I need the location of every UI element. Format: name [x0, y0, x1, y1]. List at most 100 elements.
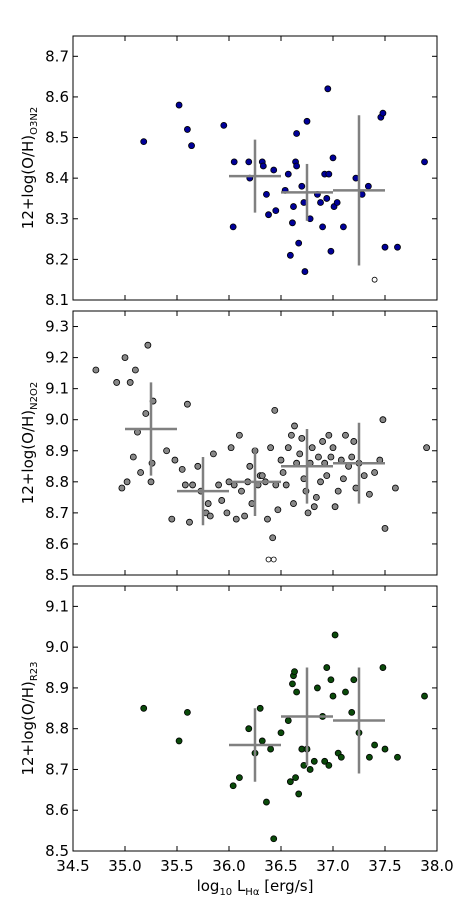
data-point	[333, 199, 341, 206]
axes-frame	[72, 310, 438, 576]
data-point	[183, 400, 191, 408]
data-point	[245, 725, 253, 733]
data-point	[140, 704, 148, 712]
y-axis-label: 12+log(O/H)N2O2	[19, 382, 40, 504]
axes-frame	[72, 35, 438, 301]
data-point	[286, 251, 294, 259]
x-axis-label: log10 LHα [erg/s]	[197, 877, 314, 898]
data-point	[183, 126, 191, 133]
data-point	[121, 354, 129, 361]
data-point	[209, 450, 217, 458]
data-point	[312, 493, 320, 501]
data-point	[295, 790, 303, 798]
y-tick-label: 9.0	[45, 638, 69, 656]
x-tick-label: 37.0	[316, 857, 349, 875]
data-point	[348, 708, 356, 716]
y-tick-label: 8.6	[45, 535, 69, 553]
data-point	[131, 366, 139, 374]
x-axis-label-part: Hα	[245, 887, 260, 898]
data-point	[365, 753, 373, 761]
data-point	[163, 447, 171, 455]
data-point	[323, 664, 331, 671]
data-point	[298, 182, 306, 190]
y-axis-label-main: 12+log(O/H)	[19, 681, 37, 775]
data-point	[188, 142, 195, 150]
data-point	[245, 158, 253, 166]
data-point	[284, 444, 292, 452]
data-point	[270, 166, 278, 174]
data-point	[348, 453, 356, 461]
x-axis-label-part: 10	[219, 887, 232, 898]
data-point	[421, 158, 428, 166]
data-point	[92, 366, 100, 374]
data-point	[194, 462, 202, 470]
data-point	[331, 503, 339, 511]
data-point	[259, 162, 267, 170]
data-point	[218, 497, 226, 504]
open-data-point	[371, 276, 378, 283]
data-point	[308, 444, 316, 452]
data-point	[229, 782, 237, 790]
y-tick-label: 8.6	[45, 88, 69, 106]
data-point	[147, 478, 155, 486]
y-tick-label: 8.2	[45, 250, 69, 268]
data-point	[291, 668, 298, 676]
data-point	[301, 268, 309, 275]
y-tick-label: 9.3	[45, 318, 69, 336]
data-point	[303, 117, 311, 125]
y-axis-label: 12+log(O/H)R23	[19, 661, 40, 775]
data-point	[181, 481, 189, 489]
data-point	[118, 484, 126, 492]
data-point	[350, 676, 358, 684]
data-point	[289, 219, 296, 227]
data-point	[317, 199, 324, 206]
data-point	[126, 379, 134, 386]
data-point	[298, 434, 306, 442]
y-axis-label: 12+log(O/H)O3N2	[19, 107, 40, 229]
data-point	[178, 465, 186, 473]
data-point	[296, 450, 304, 458]
y-tick-label: 8.6	[45, 801, 69, 819]
x-axis-label-part: log	[197, 877, 220, 895]
data-point	[235, 774, 243, 782]
data-point	[325, 431, 333, 439]
data-point	[287, 431, 295, 439]
chart-panel-panel-o3n2: 8.1 8.2 8.3 8.4 8.5 8.6 8.7 12+log(O/H)O3N2	[19, 35, 438, 309]
data-point	[323, 472, 331, 480]
y-tick-label: 8.7	[45, 760, 69, 778]
data-point	[206, 512, 214, 520]
data-point	[265, 211, 272, 219]
y-axis-label-subscript: R23	[29, 661, 40, 681]
data-point	[327, 453, 335, 461]
data-point	[272, 207, 280, 215]
x-tick-label: 34.5	[56, 857, 89, 875]
y-tick-label: 8.8	[45, 720, 69, 738]
data-point	[286, 778, 294, 786]
data-point	[304, 509, 312, 517]
data-point	[263, 798, 270, 806]
data-point	[323, 195, 331, 202]
y-tick-label: 8.7	[45, 47, 69, 65]
data-point	[293, 688, 301, 696]
x-axis-label-part: [erg/s]	[259, 877, 313, 895]
data-point	[360, 472, 368, 480]
y-axis-label-subscript: N2O2	[29, 382, 40, 410]
x-tick-label: 35.5	[160, 857, 193, 875]
data-point	[324, 85, 332, 93]
data-point	[171, 456, 179, 464]
data-point	[290, 500, 297, 507]
data-point	[227, 444, 235, 452]
data-point	[270, 835, 278, 843]
y-tick-label: 8.9	[45, 442, 69, 460]
y-axis-label-subscript: O3N2	[29, 107, 40, 135]
data-point	[315, 453, 322, 461]
data-point	[175, 101, 183, 109]
data-point	[241, 512, 249, 520]
data-point	[313, 684, 321, 692]
data-point	[277, 729, 285, 737]
data-point	[204, 500, 212, 507]
data-point	[365, 490, 373, 498]
chart-panel-panel-r23: 34.5 35.0 35.5 36.0 36.5 37.0 37.5 38.0 8.5 8.6 8.…	[19, 585, 454, 898]
data-point	[339, 475, 347, 483]
data-point	[371, 741, 379, 749]
